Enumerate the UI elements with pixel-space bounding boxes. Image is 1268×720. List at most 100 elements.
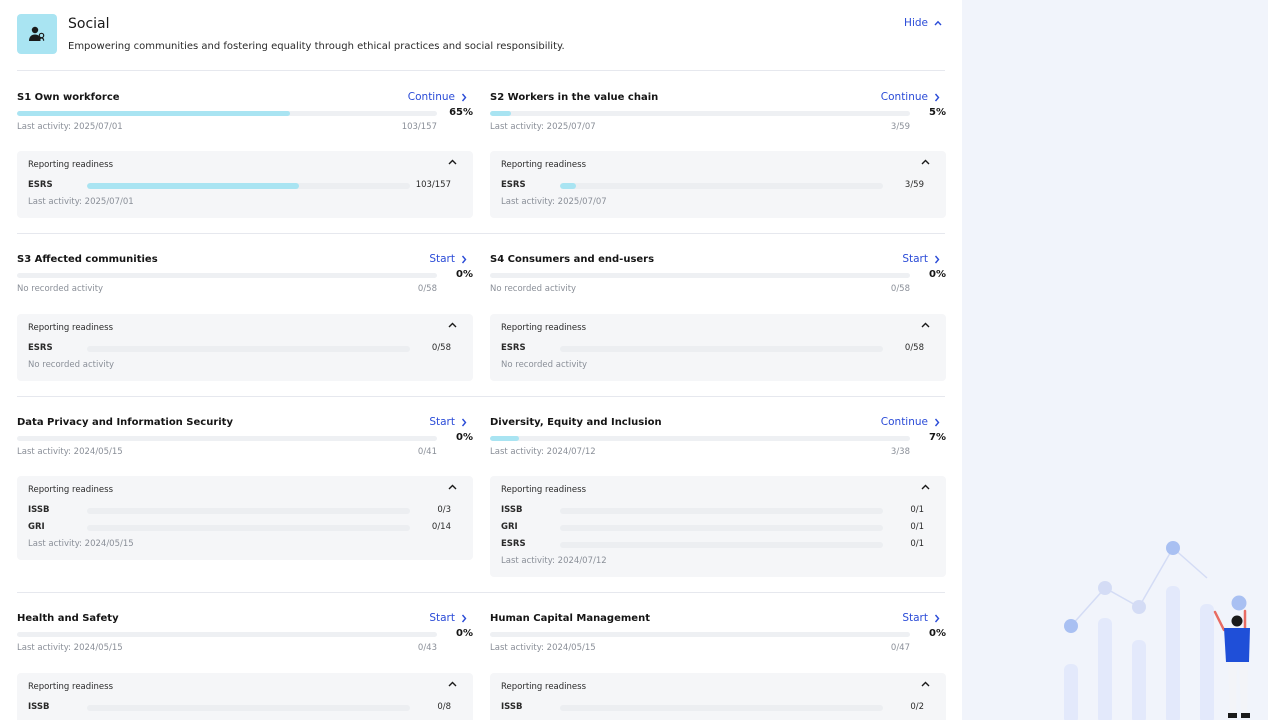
- chevron-up-icon[interactable]: [448, 681, 457, 687]
- framework-count: 0/2: [910, 702, 924, 712]
- category-description: Empowering communities and fostering equ…: [68, 41, 565, 52]
- reporting-readiness-panel: Reporting readiness ISSB 0/3 GRI 0/14 Last ac…: [17, 476, 473, 560]
- framework-name: ESRS: [501, 343, 526, 353]
- framework-progress-bar: [560, 346, 883, 352]
- framework-progress-bar: [87, 508, 410, 514]
- section-title: Human Capital Management: [490, 613, 650, 624]
- hide-button[interactable]: Hide: [904, 17, 942, 29]
- section-count: 3/59: [890, 122, 910, 132]
- section-count: 0/43: [417, 643, 437, 653]
- readiness-last-activity: Last activity: 2024/07/12: [501, 556, 607, 566]
- framework-row: GRI 0/14: [28, 522, 462, 534]
- framework-row: ESRS 0/1: [501, 539, 935, 551]
- framework-count: 0/14: [431, 522, 451, 532]
- reporting-readiness-panel: Reporting readiness ISSB 0/8: [17, 673, 473, 720]
- section-percent: 5%: [929, 107, 946, 118]
- readiness-title: Reporting readiness: [501, 160, 586, 170]
- framework-progress-bar: [560, 183, 883, 189]
- readiness-last-activity: Last activity: 2025/07/07: [501, 197, 607, 207]
- section-action-button[interactable]: Continue: [881, 91, 940, 103]
- section-action-label: Start: [902, 612, 928, 624]
- chevron-up-icon[interactable]: [448, 322, 457, 328]
- section-action-button[interactable]: Start: [429, 253, 467, 265]
- section-title: S3 Affected communities: [17, 254, 158, 265]
- section-action-button[interactable]: Continue: [408, 91, 467, 103]
- section-count: 0/47: [890, 643, 910, 653]
- framework-count: 0/3: [437, 505, 451, 515]
- section-action-label: Start: [902, 253, 928, 265]
- section-action-button[interactable]: Start: [429, 416, 467, 428]
- framework-row: ISSB 0/8: [28, 702, 462, 714]
- reporting-readiness-panel: Reporting readiness ESRS 3/59 Last activity…: [490, 151, 946, 218]
- framework-count: 0/1: [910, 522, 924, 532]
- section-percent: 0%: [929, 628, 946, 639]
- framework-count: 0/8: [437, 702, 451, 712]
- section-percent: 65%: [449, 107, 473, 118]
- chevron-up-icon: [934, 20, 942, 26]
- section-last-activity: Last activity: 2024/07/12: [490, 447, 596, 457]
- chevron-up-icon[interactable]: [921, 159, 930, 165]
- section-progress-bar: [490, 111, 910, 116]
- framework-name: GRI: [501, 522, 518, 532]
- framework-count: 0/1: [910, 539, 924, 549]
- section-last-activity: No recorded activity: [17, 284, 104, 294]
- section-title: Health and Safety: [17, 613, 119, 624]
- hide-label: Hide: [904, 17, 928, 29]
- reporting-readiness-panel: Reporting readiness ESRS 0/58 No recorded a…: [17, 314, 473, 381]
- framework-name: ISSB: [501, 702, 523, 712]
- framework-row: ISSB 0/2: [501, 702, 935, 714]
- framework-count: 103/157: [415, 180, 451, 190]
- section-action-label: Continue: [407, 91, 455, 103]
- readiness-title: Reporting readiness: [28, 485, 113, 495]
- framework-name: ISSB: [28, 505, 50, 515]
- chevron-up-icon[interactable]: [448, 159, 457, 165]
- framework-count: 0/58: [904, 343, 924, 353]
- section-title: S1 Own workforce: [17, 92, 120, 103]
- readiness-title: Reporting readiness: [28, 160, 113, 170]
- framework-progress-bar: [560, 705, 883, 711]
- readiness-last-activity: Last activity: 2025/07/01: [28, 197, 134, 207]
- section-action-button[interactable]: Continue: [881, 416, 940, 428]
- section-progress-bar: [17, 273, 437, 278]
- framework-progress-bar: [560, 508, 883, 514]
- category-title: Social: [68, 16, 110, 32]
- section-action-button[interactable]: Start: [902, 612, 940, 624]
- framework-name: ESRS: [28, 180, 53, 190]
- readiness-last-activity: Last activity: 2024/05/15: [28, 539, 134, 549]
- chevron-up-icon[interactable]: [921, 484, 930, 490]
- section-last-activity: No recorded activity: [490, 284, 577, 294]
- framework-name: ISSB: [28, 702, 50, 712]
- chevron-up-icon[interactable]: [921, 322, 930, 328]
- section-progress-bar: [17, 111, 437, 116]
- framework-row: ISSB 0/1: [501, 505, 935, 517]
- framework-row: ISSB 0/3: [28, 505, 462, 517]
- chevron-right-icon: [461, 614, 467, 622]
- chevron-up-icon[interactable]: [448, 484, 457, 490]
- section-action-button[interactable]: Start: [429, 612, 467, 624]
- framework-name: GRI: [28, 522, 45, 532]
- readiness-title: Reporting readiness: [28, 323, 113, 333]
- section-percent: 0%: [456, 628, 473, 639]
- section-count: 0/58: [417, 284, 437, 294]
- chevron-up-icon[interactable]: [921, 681, 930, 687]
- section-action-button[interactable]: Start: [902, 253, 940, 265]
- reporting-readiness-panel: Reporting readiness ISSB 0/2: [490, 673, 946, 720]
- chevron-right-icon: [934, 255, 940, 263]
- illustration-panel: [962, 0, 1268, 720]
- section-title: Data Privacy and Information Security: [17, 417, 233, 428]
- section-count: 3/38: [890, 447, 910, 457]
- framework-progress-bar: [87, 525, 410, 531]
- section-count: 0/41: [417, 447, 437, 457]
- section-progress-bar: [17, 436, 437, 441]
- chevron-right-icon: [461, 255, 467, 263]
- readiness-title: Reporting readiness: [501, 682, 586, 692]
- framework-row: ESRS 3/59: [501, 180, 935, 192]
- chevron-right-icon: [461, 418, 467, 426]
- section-progress-bar: [490, 632, 910, 637]
- framework-row: GRI 0/1: [501, 522, 935, 534]
- section-divider: [17, 592, 945, 593]
- section-percent: 0%: [456, 432, 473, 443]
- section-divider: [17, 396, 945, 397]
- section-last-activity: Last activity: 2024/05/15: [17, 447, 123, 457]
- section-title: S2 Workers in the value chain: [490, 92, 659, 103]
